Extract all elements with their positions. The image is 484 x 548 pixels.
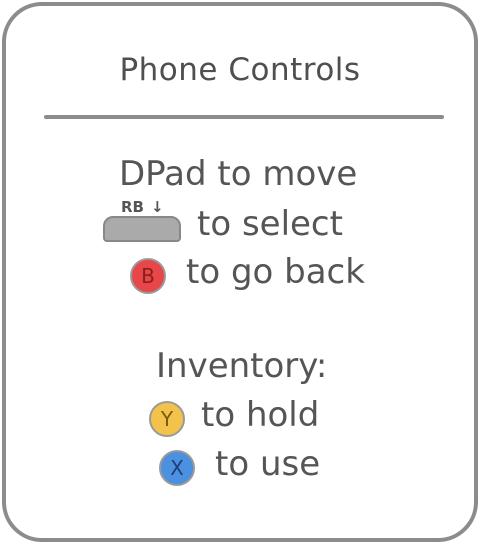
hold-instruction: to hold [201,395,320,435]
rb-label: RB [121,198,144,216]
y-button-icon: Y [149,401,185,437]
phone-controls-panel: Phone Controls DPad to move RB ↓ to sele… [2,2,478,542]
use-instruction: to use [215,444,321,484]
back-instruction: to go back [186,252,365,292]
rb-shoulder-button-icon: RB ↓ [103,199,183,243]
rb-button-body [103,216,181,242]
rb-arrow-icon: ↓ [151,198,164,216]
b-button-icon: B [130,258,166,294]
select-instruction: to select [197,204,343,244]
panel-title: Phone Controls [119,52,361,88]
dpad-instruction: DPad to move [119,154,358,194]
title-divider [44,115,444,119]
x-button-icon: X [159,450,195,486]
inventory-heading: Inventory: [156,346,328,386]
